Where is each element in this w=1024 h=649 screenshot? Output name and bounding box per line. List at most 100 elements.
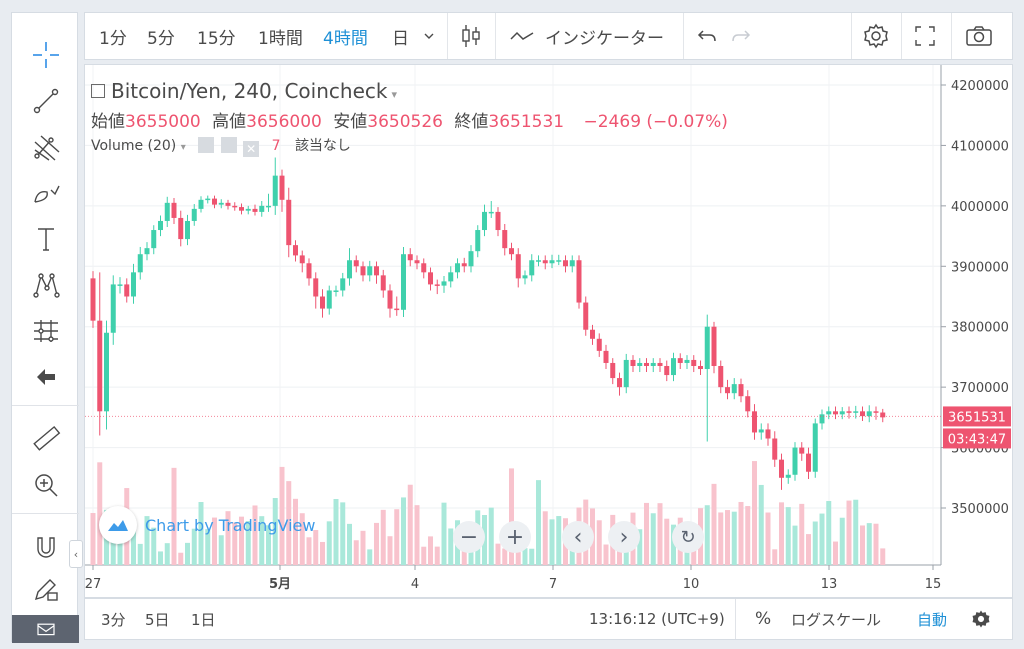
candle-body: [131, 272, 136, 297]
collapse-legend-icon[interactable]: [91, 84, 105, 98]
candle-body: [590, 329, 595, 339]
visibility-icon[interactable]: [198, 137, 215, 153]
tradingview-watermark[interactable]: Chart by TradingView: [99, 506, 315, 544]
volume-bar: [245, 521, 251, 565]
range-5d[interactable]: 5日: [145, 610, 170, 629]
volume-bar: [340, 502, 346, 565]
volume-bar: [495, 543, 501, 565]
candle-body: [347, 260, 352, 279]
candle-body: [259, 205, 265, 212]
zoom-in-button[interactable]: +: [499, 521, 531, 553]
clock-time[interactable]: 13:16:12 (UTC+9): [589, 610, 725, 628]
brush-icon[interactable]: [12, 173, 79, 213]
interval-15m[interactable]: 15分: [197, 28, 236, 49]
volume-bar: [772, 549, 778, 565]
percent-toggle[interactable]: %: [755, 609, 772, 629]
magnet-icon[interactable]: [12, 527, 79, 567]
log-scale-toggle[interactable]: ログスケール: [791, 610, 882, 629]
candle-body: [266, 205, 271, 208]
volume-legend[interactable]: Volume (20) ▾ ✕ 7 該当なし: [91, 135, 351, 157]
chart-panel[interactable]: 4200000 4100000 4000000 3900000 3800000 37000…: [84, 64, 1013, 598]
back-arrow-icon[interactable]: [12, 357, 79, 397]
interval-1m[interactable]: 1分: [99, 28, 127, 49]
volume-bar: [414, 505, 420, 565]
candle-body: [414, 260, 420, 264]
volume-bar: [718, 512, 724, 565]
top-toolbar: 1分 5分 15分 1時間 4時間 日 インジケーター: [84, 12, 1013, 60]
chevron-down-icon[interactable]: [423, 13, 435, 59]
volume-bar: [860, 525, 865, 565]
crosshair-icon[interactable]: [12, 35, 79, 75]
y-tick-label: 3800000: [951, 321, 1009, 336]
candle-body: [374, 266, 379, 276]
interval-5m[interactable]: 5分: [147, 28, 175, 49]
interval-1h[interactable]: 1時間: [258, 28, 303, 49]
candle-body: [745, 396, 751, 412]
volume-bar: [144, 516, 150, 565]
lock-pencil-icon[interactable]: [12, 569, 79, 609]
candle-body: [137, 254, 143, 273]
settings-gear-icon[interactable]: [863, 13, 889, 59]
settings-small-icon[interactable]: [220, 137, 237, 153]
fib-retracement-icon[interactable]: [12, 311, 79, 351]
range-1d[interactable]: 1日: [191, 610, 216, 629]
candle-body: [387, 290, 393, 309]
volume-bar: [603, 544, 609, 565]
x-tick-label: 13: [821, 577, 838, 592]
candle-body: [225, 202, 231, 206]
pitchfork-icon[interactable]: [12, 127, 79, 167]
volume-bar: [394, 509, 400, 565]
y-tick-label: 4100000: [951, 139, 1009, 154]
text-tool-icon[interactable]: [12, 219, 79, 259]
volume-bar: [725, 510, 730, 565]
volume-bar: [333, 499, 339, 565]
candle-body: [394, 308, 400, 311]
candle-style-icon[interactable]: [459, 13, 483, 59]
legend-symbol[interactable]: Bitcoin/Yen, 240, Coincheck ▾: [91, 79, 397, 103]
interval-day[interactable]: 日: [392, 28, 409, 49]
scroll-left-button[interactable]: ‹: [562, 521, 594, 553]
scroll-right-button[interactable]: ›: [608, 521, 640, 553]
candle-body: [441, 281, 447, 286]
volume-bar: [704, 505, 710, 565]
pattern-icon[interactable]: [12, 265, 79, 305]
volume-bar: [806, 534, 811, 565]
auto-scale-toggle[interactable]: 自動: [917, 610, 948, 629]
candle-body: [482, 211, 487, 231]
volume-bar: [542, 511, 548, 565]
fullscreen-icon[interactable]: [913, 13, 937, 59]
camera-icon[interactable]: [965, 13, 993, 59]
indicators-icon[interactable]: [509, 13, 535, 59]
watermark-text: Chart by TradingView: [145, 515, 316, 535]
candle-body: [448, 272, 454, 282]
close-label: 終値: [454, 112, 489, 132]
zoom-out-button[interactable]: −: [453, 521, 485, 553]
range-3m[interactable]: 3分: [101, 610, 126, 629]
reset-chart-button[interactable]: ↻: [672, 521, 704, 553]
candle-body: [853, 411, 859, 413]
indicators-button[interactable]: インジケーター: [545, 28, 664, 49]
collapse-sidebar-button[interactable]: ‹: [69, 540, 83, 568]
candle-body: [806, 453, 811, 472]
candle-body: [752, 411, 757, 433]
zoom-in-icon[interactable]: [12, 465, 79, 505]
candle-body: [603, 350, 609, 363]
candle-body: [866, 411, 872, 417]
candle-body: [164, 202, 170, 221]
symbol-chevron-icon[interactable]: ▾: [391, 88, 397, 101]
volume-bar: [239, 516, 244, 565]
more-tools-icon[interactable]: [12, 615, 79, 643]
scale-settings-gear-icon[interactable]: [971, 599, 991, 639]
volume-chevron-icon[interactable]: ▾: [180, 142, 186, 153]
interval-4h[interactable]: 4時間: [323, 28, 368, 49]
candle-body: [637, 362, 643, 366]
volume-bar: [556, 516, 562, 565]
undo-icon[interactable]: [697, 13, 717, 59]
ruler-icon[interactable]: [12, 419, 79, 459]
trend-line-icon[interactable]: [12, 81, 79, 121]
redo-icon[interactable]: [731, 13, 751, 59]
volume-bar: [117, 532, 123, 565]
remove-icon[interactable]: ✕: [243, 141, 260, 157]
candle-body: [178, 217, 184, 240]
x-tick-label: 5月: [269, 577, 291, 592]
